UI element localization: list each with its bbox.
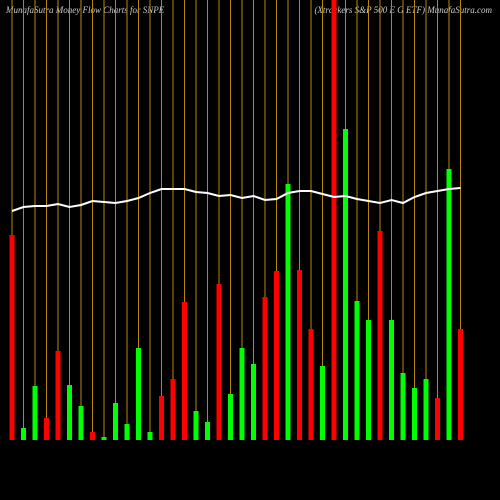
bar	[124, 424, 130, 440]
bar	[216, 284, 222, 440]
line	[11, 187, 461, 212]
bar	[308, 329, 314, 440]
bar	[21, 428, 26, 440]
chart-title: MunafaSutra Money Flow Charts for SNPE	[5, 5, 165, 15]
bar	[32, 386, 38, 440]
bar	[78, 406, 84, 440]
bar	[239, 348, 245, 440]
bar	[55, 351, 61, 440]
bar	[159, 396, 164, 440]
bar	[182, 302, 187, 440]
bar	[205, 422, 210, 440]
bar	[354, 301, 360, 440]
bar	[389, 320, 394, 440]
bar	[400, 373, 406, 440]
bar	[446, 169, 452, 440]
bar	[9, 235, 15, 440]
bar	[262, 297, 268, 440]
bar	[274, 271, 279, 440]
bar	[297, 270, 302, 440]
bar	[136, 348, 141, 440]
bar	[113, 403, 118, 440]
bar	[320, 366, 325, 440]
bar	[170, 379, 176, 440]
bar	[44, 418, 49, 440]
bar	[377, 231, 383, 440]
bar	[331, 0, 337, 440]
bar	[251, 364, 256, 440]
bar	[228, 394, 233, 440]
bar	[412, 388, 417, 440]
bar	[101, 437, 107, 440]
bar	[458, 329, 463, 440]
bar	[90, 432, 95, 440]
bar	[435, 398, 440, 440]
bar	[147, 432, 153, 440]
bar	[343, 129, 348, 440]
bar	[423, 379, 429, 440]
bar	[193, 411, 199, 440]
bar	[285, 184, 291, 440]
bar	[67, 385, 72, 440]
bar	[366, 320, 371, 440]
